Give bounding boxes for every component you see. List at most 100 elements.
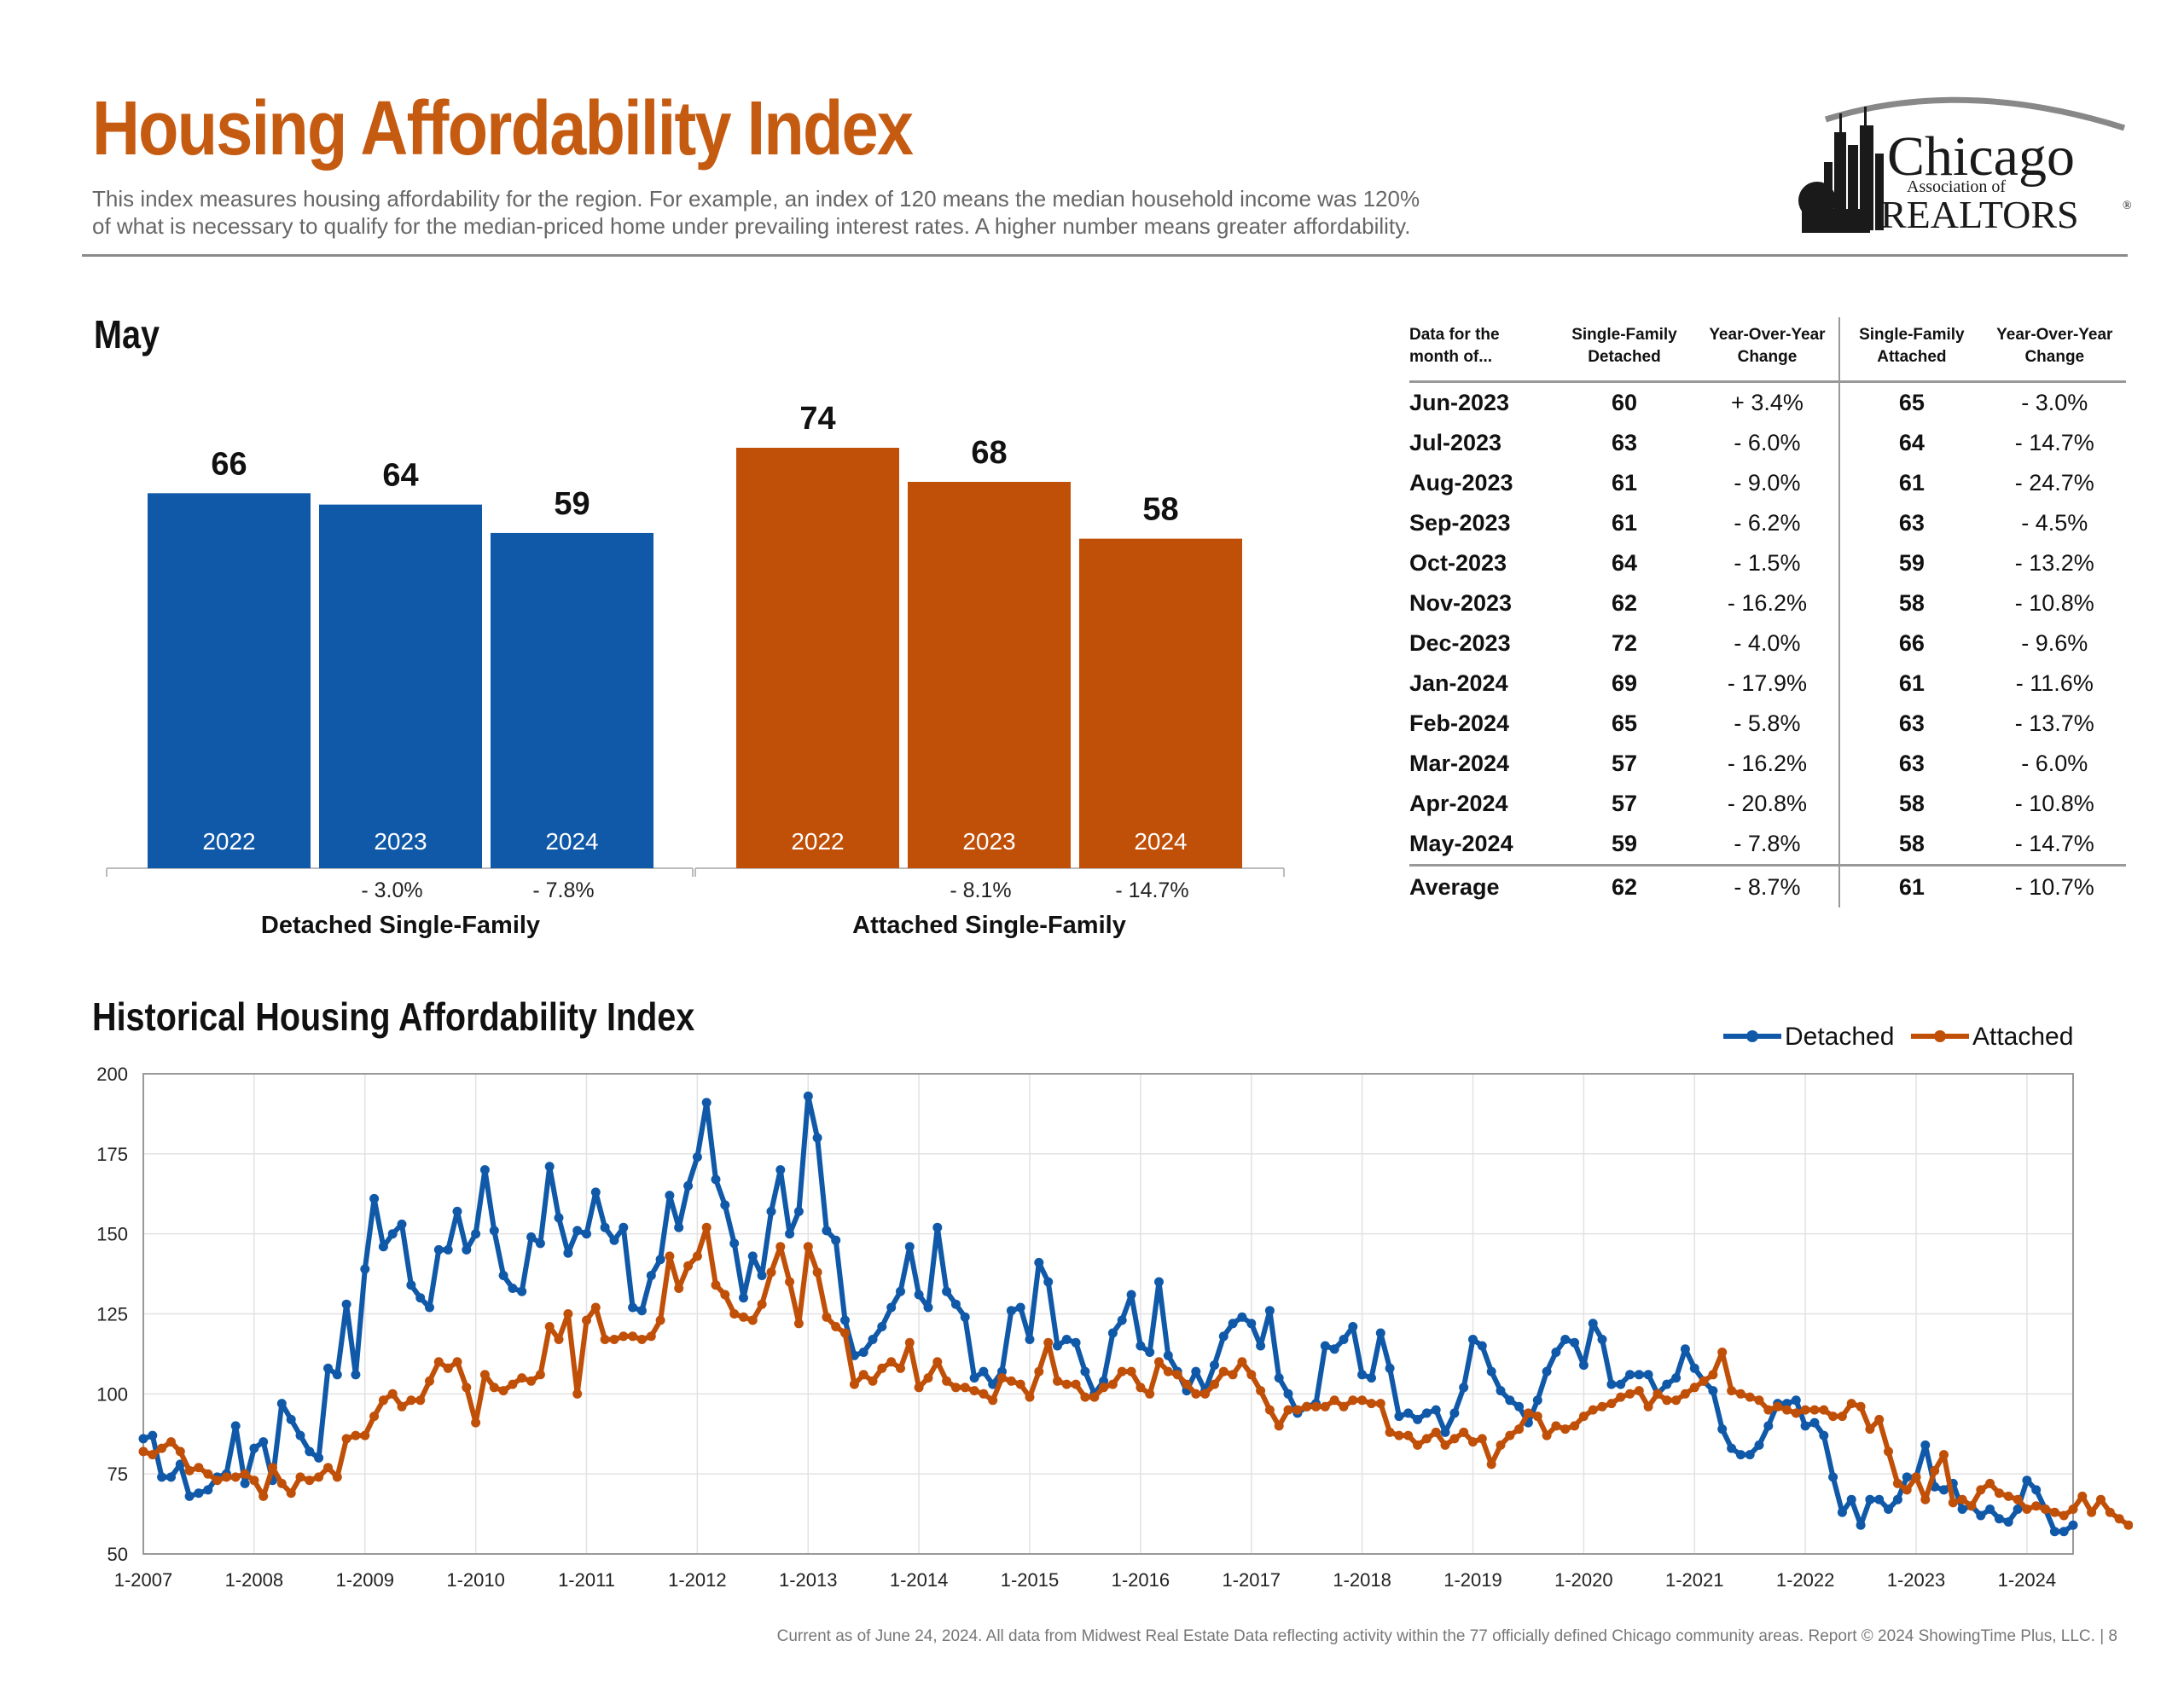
point-attached	[1671, 1395, 1682, 1406]
point-detached	[1708, 1386, 1718, 1396]
point-detached	[1727, 1443, 1737, 1453]
cell-month: Apr-2024	[1409, 791, 1508, 816]
point-detached	[1957, 1504, 1967, 1514]
legend-marker-detached	[1746, 1030, 1758, 1042]
cell-attached-yoy: - 10.8%	[2014, 791, 2094, 816]
point-attached	[1274, 1421, 1284, 1431]
point-attached	[1532, 1412, 1542, 1422]
cell-month: Aug-2023	[1409, 470, 1513, 496]
legend-label-detached: Detached	[1785, 1023, 1894, 1051]
point-attached	[701, 1222, 712, 1232]
point-detached	[701, 1098, 712, 1108]
point-detached	[1735, 1450, 1745, 1460]
point-detached	[249, 1443, 259, 1453]
point-attached	[1957, 1494, 1967, 1504]
x-tick-label: 1-2007	[114, 1569, 173, 1591]
point-attached	[582, 1315, 591, 1325]
point-detached	[803, 1091, 813, 1101]
point-attached	[775, 1242, 786, 1252]
point-detached	[2059, 1527, 2069, 1537]
point-detached	[295, 1430, 305, 1441]
point-detached	[1339, 1335, 1349, 1344]
point-detached	[397, 1219, 407, 1229]
point-attached	[351, 1430, 361, 1441]
point-detached	[793, 1206, 804, 1216]
point-attached	[175, 1446, 185, 1457]
cell-attached-yoy: - 9.6%	[2021, 630, 2088, 656]
point-attached	[452, 1357, 462, 1367]
point-detached	[1985, 1504, 1995, 1514]
cell-attached-yoy: - 10.8%	[2014, 590, 2094, 616]
point-attached	[276, 1478, 287, 1488]
point-detached	[619, 1222, 629, 1232]
bar-year-label: 2023	[374, 828, 427, 855]
point-detached	[932, 1222, 943, 1232]
point-detached	[1071, 1337, 1081, 1348]
point-detached	[332, 1370, 342, 1380]
point-attached	[1616, 1392, 1626, 1402]
point-attached	[1496, 1440, 1506, 1450]
subtitle-line-2: of what is necessary to qualify for the …	[92, 213, 1411, 239]
cell-attached-yoy: - 14.7%	[2014, 430, 2094, 455]
historical-line-chart: 50 75 100 125 150 175 200 1-2007 1-2008 1-2009 1-2…	[96, 1023, 2133, 1591]
point-attached	[1403, 1430, 1414, 1441]
point-detached	[184, 1491, 195, 1501]
point-detached	[1874, 1494, 1885, 1504]
point-attached	[1117, 1366, 1127, 1377]
cell-attached-yoy: - 13.2%	[2014, 550, 2094, 576]
point-attached	[1930, 1465, 1940, 1475]
cell-detached-value: 57	[1611, 751, 1637, 776]
point-attached	[674, 1284, 684, 1293]
point-attached	[1689, 1383, 1699, 1393]
point-detached	[1274, 1373, 1284, 1383]
bar-change-label: - 8.1%	[950, 878, 1011, 902]
table-row: May-2024 59 - 7.8% 58 - 14.7%	[1409, 824, 2126, 866]
point-detached	[711, 1174, 721, 1185]
point-attached	[1911, 1472, 1921, 1482]
x-tick-label: 1-2013	[779, 1569, 838, 1591]
point-attached	[1717, 1348, 1728, 1357]
point-detached	[1210, 1360, 1219, 1371]
point-attached	[1421, 1434, 1432, 1444]
point-attached	[868, 1376, 878, 1386]
y-tick-label: 150	[96, 1224, 128, 1245]
point-detached	[950, 1299, 961, 1309]
cell-attached-value: 66	[1898, 630, 1925, 656]
point-detached	[314, 1452, 324, 1463]
point-attached	[683, 1261, 694, 1271]
cell-attached-value: 64	[1898, 430, 1925, 455]
cell-detached-yoy: - 4.0%	[1695, 623, 1841, 664]
bar-year-label: 2022	[791, 828, 844, 855]
point-detached	[1791, 1395, 1801, 1406]
point-detached	[979, 1366, 989, 1377]
point-attached	[1015, 1379, 1025, 1389]
x-tick-label: 1-2017	[1222, 1569, 1281, 1591]
point-attached	[942, 1376, 952, 1386]
point-attached	[609, 1335, 619, 1344]
point-detached	[1163, 1350, 1173, 1360]
point-attached	[1699, 1376, 1709, 1386]
point-attached	[1311, 1401, 1321, 1412]
point-detached	[1348, 1322, 1358, 1331]
bar-group-label: Attached Single-Family	[852, 912, 1126, 939]
historical-chart-title: Historical Housing Affordability Index	[92, 994, 695, 1039]
point-detached	[1431, 1405, 1441, 1415]
point-detached	[1680, 1344, 1690, 1354]
y-tick-label: 75	[107, 1464, 128, 1485]
cell-attached-value: 63	[1898, 751, 1925, 776]
x-tick-label: 1-2024	[1998, 1569, 2057, 1591]
point-detached	[2013, 1504, 2023, 1514]
point-detached	[923, 1302, 933, 1313]
point-detached	[1892, 1494, 1902, 1504]
point-attached	[812, 1267, 822, 1278]
header-month: Data for the month of...	[1409, 317, 1554, 383]
point-detached	[683, 1180, 694, 1191]
point-attached	[1089, 1392, 1100, 1402]
cell-attached-value: 63	[1898, 510, 1925, 536]
point-detached	[1745, 1450, 1755, 1460]
cell-detached-value: 62	[1611, 590, 1637, 616]
point-attached	[471, 1417, 481, 1428]
cell-month: Jun-2023	[1409, 390, 1510, 415]
x-tick-label: 1-2023	[1887, 1569, 1946, 1591]
point-detached	[1994, 1514, 2004, 1524]
